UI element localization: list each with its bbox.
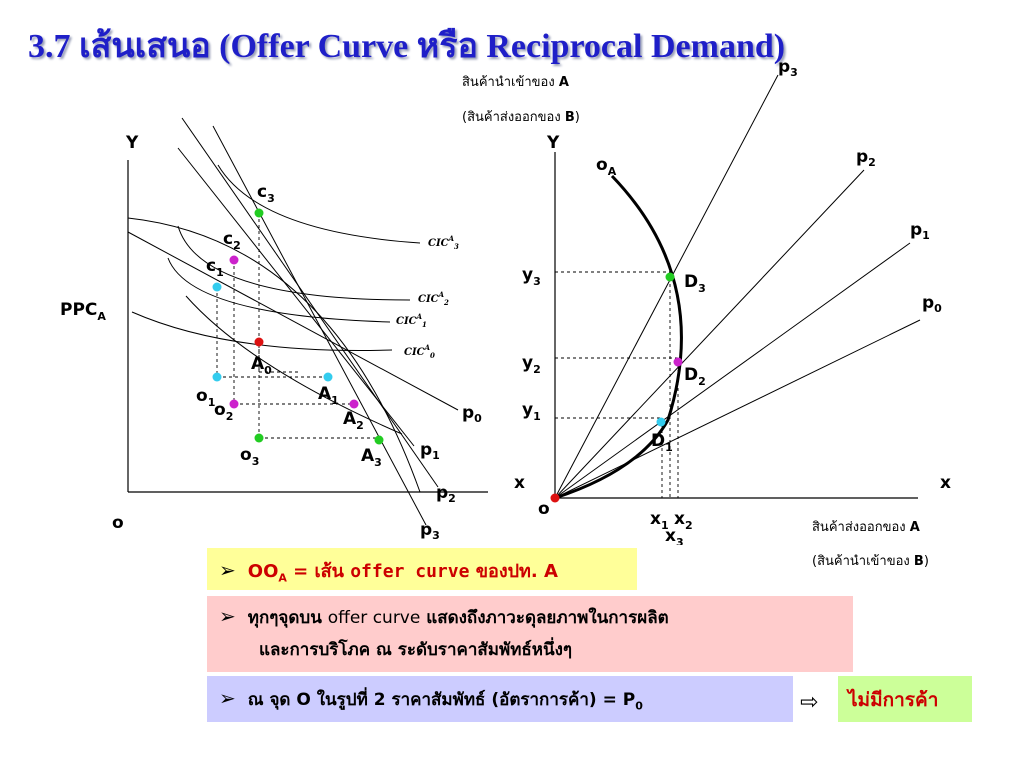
ppc-curve [127,217,421,493]
note-equilibrium: ➢ ทุกๆจุดบน offer curve แสดงถึงภาวะดุลยภา… [207,596,853,672]
cic-lower-curve [185,295,403,435]
point-d2 [673,357,683,367]
note-equilibrium-line1: ➢ ทุกๆจุดบน offer curve แสดงถึงภาวะดุลยภา… [219,604,669,628]
label-x3: x3 [665,526,684,545]
label-o2: o2 [214,400,233,423]
point-o1 [212,372,222,382]
note-point-o: ➢ ณ จุด O ในรูปที่ 2 ราคาสัมพัทธ์ (อัตราก… [207,676,793,722]
right-price-ray-p2 [554,169,865,499]
label-d3: D3 [684,272,706,295]
offer-curve-diagram: Y o PPCA c3 c2 c1 A0 A1 A2 A3 o1 o2 o3 C… [60,57,951,545]
point-d3 [665,272,675,282]
label-x2: x2 [674,509,693,532]
left-origin-label: o [112,513,124,533]
point-a1 [323,372,333,382]
right-diagram: สินค้านำเข้าของ A (สินค้าส่งออกของ B) สิ… [462,57,951,545]
bullet-arrow-icon: ➢ [219,604,236,628]
cic-3-curve [217,164,421,244]
right-y-label: Y [546,133,560,153]
right-price-ray-p1 [554,242,911,499]
left-label-p0: p0 [462,403,482,425]
label-cic1: CICA1 [396,312,427,329]
left-price-line-p3 [212,125,427,526]
label-oa: oA [596,155,617,178]
import-label-line2: (สินค้าส่งออกของ B) [462,110,580,125]
label-x1: x1 [650,509,669,532]
label-d2: D2 [684,365,706,388]
label-cic2: CICA2 [418,290,449,307]
label-y1: y1 [522,400,541,423]
label-a0: A0 [251,354,272,377]
left-y-label: Y [125,133,139,153]
point-c3 [254,208,264,218]
point-c2 [229,255,239,265]
point-o2 [229,399,239,409]
label-o1: o1 [196,386,215,409]
point-a2 [349,399,359,409]
note-equilibrium-line2: และการบริโภค ณ ระดับราคาสัมพัทธ์หนึ่งๆ [259,640,573,660]
export-label-line2: (สินค้านำเข้าของ B) [812,554,929,569]
right-label-p0: p0 [922,293,942,315]
point-d1 [656,417,666,427]
label-a1: A1 [318,384,339,407]
label-c1: c1 [206,256,224,279]
label-a2: A2 [343,409,364,432]
right-price-ray-p0 [554,319,921,499]
left-price-line-p0 [127,231,459,411]
label-o3: o3 [240,445,259,468]
right-label-p1: p1 [910,220,930,242]
right-x-right-label: x [940,473,951,493]
label-c2: c2 [223,229,241,252]
point-a3 [374,435,384,445]
label-y2: y2 [522,353,541,376]
right-origin-label: o [538,499,550,519]
offer-curve [554,174,683,500]
bullet-arrow-icon: ➢ [219,558,236,582]
label-cic3: CICA3 [428,234,459,251]
cic-2-curve [177,225,411,301]
import-label-line1: สินค้านำเข้าของ A [462,75,569,90]
point-c1 [212,282,222,292]
no-trade-badge: ไม่มีการค้า [838,676,972,722]
bullet-arrow-icon: ➢ [219,686,236,710]
left-price-line-p2 [181,117,439,488]
label-a3: A3 [361,446,382,469]
right-label-p3: p3 [778,57,798,79]
slide-title: 3.7 เส้นเสนอ (Offer Curve หรือ Reciproca… [28,28,786,65]
export-label-line1: สินค้าส่งออกของ A [812,520,920,535]
point-a0 [254,337,264,347]
cic-1-curve [167,257,391,323]
right-price-ray-p3 [554,74,779,499]
left-label-p2: p2 [436,483,456,505]
right-arrow-icon: ⇨ [800,690,819,715]
right-x-left-label: x [514,473,525,493]
left-diagram: Y o PPCA c3 c2 c1 A0 A1 A2 A3 o1 o2 o3 C… [60,117,488,542]
left-label-p1: p1 [420,440,440,462]
cic-0-curve [131,311,393,352]
left-label-p3: p3 [420,520,440,542]
label-d1: D1 [651,431,673,454]
point-o3 [254,433,264,443]
label-y3: y3 [522,265,541,288]
ppc-label: PPCA [60,300,106,323]
point-origin [550,493,560,503]
right-label-p2: p2 [856,147,876,169]
label-cic0: CICA0 [404,343,435,360]
label-c3: c3 [257,182,275,205]
note-offer-curve-definition: ➢ OOA = เส้น offer curve ของปท. A [207,548,637,590]
